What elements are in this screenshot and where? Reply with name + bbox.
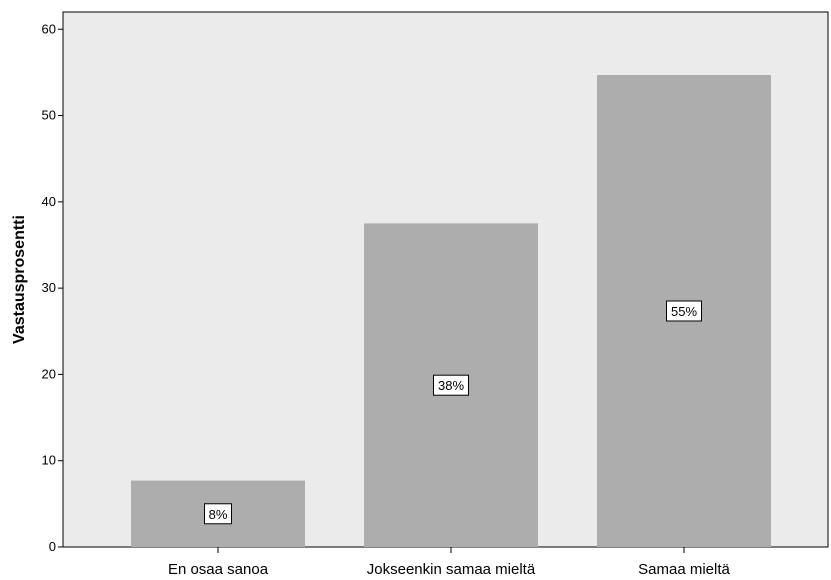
x-tick-label-1: En osaa sanoa (168, 561, 269, 578)
x-axis: En osaa sanoa Jokseenkin samaa mieltä Sama… (168, 547, 731, 578)
y-tick-label-50: 50 (42, 108, 56, 123)
data-labels-group: 8% 38% 55% (204, 300, 702, 525)
x-tick-label-3: Samaa mieltä (638, 561, 730, 578)
x-tick-label-2: Jokseenkin samaa mieltä (367, 561, 536, 578)
y-axis-label: Vastausprosentti (11, 215, 28, 344)
data-label-box-2 (433, 374, 469, 396)
y-tick-label-30: 30 (42, 280, 56, 295)
data-label-1: 8% (209, 507, 228, 522)
y-tick-label-40: 40 (42, 194, 56, 209)
data-label-2: 38% (438, 378, 464, 393)
y-tick-label-60: 60 (42, 21, 56, 36)
y-tick-label-20: 20 (42, 366, 56, 381)
y-axis: 0 10 20 30 40 50 60 (42, 21, 63, 554)
y-tick-label-10: 10 (42, 453, 56, 468)
data-label-3: 55% (671, 304, 697, 319)
data-label-box-3 (666, 300, 702, 322)
y-tick-label-0: 0 (49, 539, 56, 554)
data-label-box-1 (204, 503, 232, 525)
